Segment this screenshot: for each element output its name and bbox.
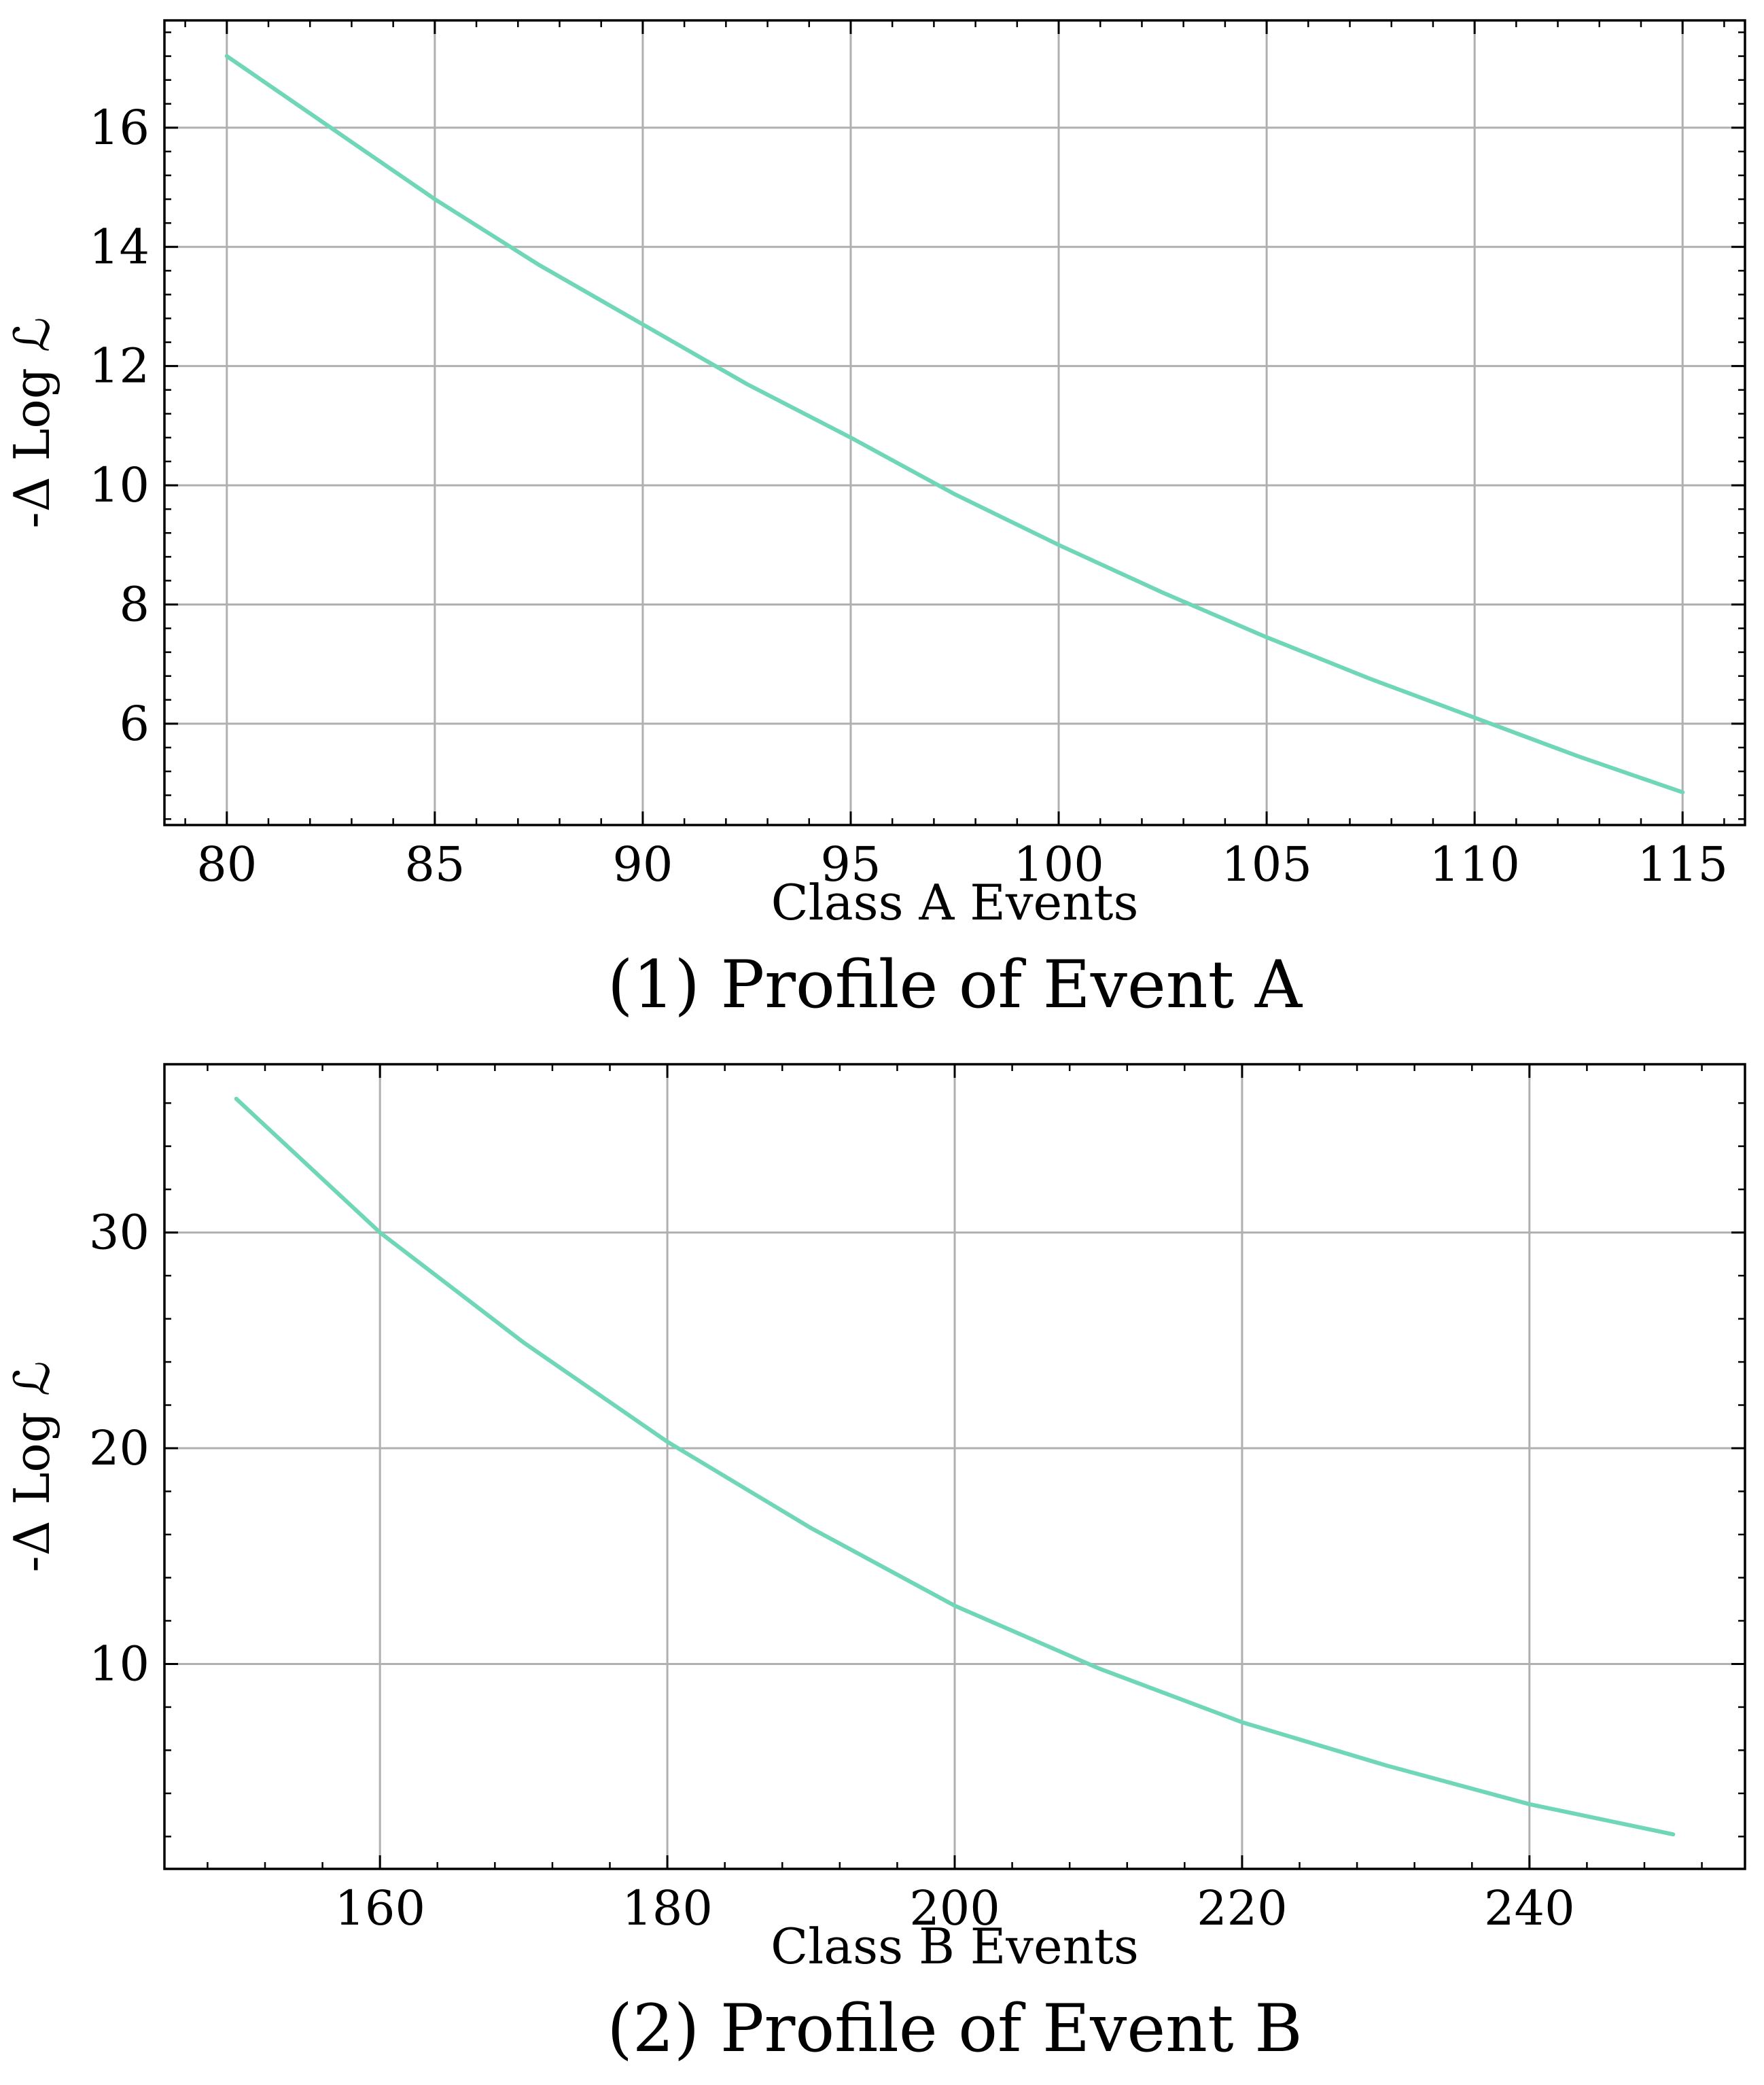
y-tick-label: 16 (89, 100, 149, 156)
plot-frame (163, 1063, 1746, 1870)
x-tick-label: 85 (404, 837, 465, 892)
chart-panel-event-b: 160 180 200 220 240 10 20 30 Class B Events -Δ Lo… (3, 1063, 1746, 2067)
y-tick-label: 14 (89, 219, 149, 275)
x-tick-label: 220 (1197, 1880, 1288, 1936)
x-tick-label: 200 (909, 1880, 1000, 1936)
x-tick-label: 90 (612, 837, 673, 892)
y-tick-label: 12 (89, 338, 149, 394)
x-tick-label: 105 (1221, 837, 1312, 892)
y-tick-label: 10 (89, 1636, 149, 1692)
chart-panel-event-a: 80 85 90 95 100 105 110 115 6 8 10 12 14 16 Class A Ev… (3, 19, 1746, 1023)
y-axis-label: -Δ Log ℒ (3, 1361, 60, 1572)
y-tick-label: 6 (119, 696, 149, 752)
y-tick-label: 10 (89, 457, 149, 513)
panel-caption: (2) Profile of Event B (607, 1991, 1302, 2067)
x-tick-label: 180 (622, 1880, 713, 1936)
y-tick-label: 8 (119, 576, 149, 632)
x-tick-label: 115 (1637, 837, 1728, 892)
x-tick-label: 80 (196, 837, 257, 892)
x-axis-label: Class B Events (771, 1918, 1139, 1975)
series-line-0 (224, 54, 1685, 794)
x-tick-label: 160 (334, 1880, 425, 1936)
x-tick-label: 100 (1013, 837, 1104, 892)
panel-caption: (1) Profile of Event A (607, 947, 1303, 1023)
y-tick-label: 30 (89, 1205, 149, 1261)
x-axis-label: Class A Events (771, 874, 1139, 931)
series-line-0 (234, 1096, 1676, 1837)
x-tick-label: 240 (1484, 1880, 1575, 1936)
y-axis-label: -Δ Log ℒ (3, 317, 60, 528)
x-tick-label: 95 (820, 837, 881, 892)
plot-frame (163, 19, 1746, 826)
x-tick-label: 110 (1429, 837, 1520, 892)
y-tick-label: 20 (89, 1420, 149, 1476)
